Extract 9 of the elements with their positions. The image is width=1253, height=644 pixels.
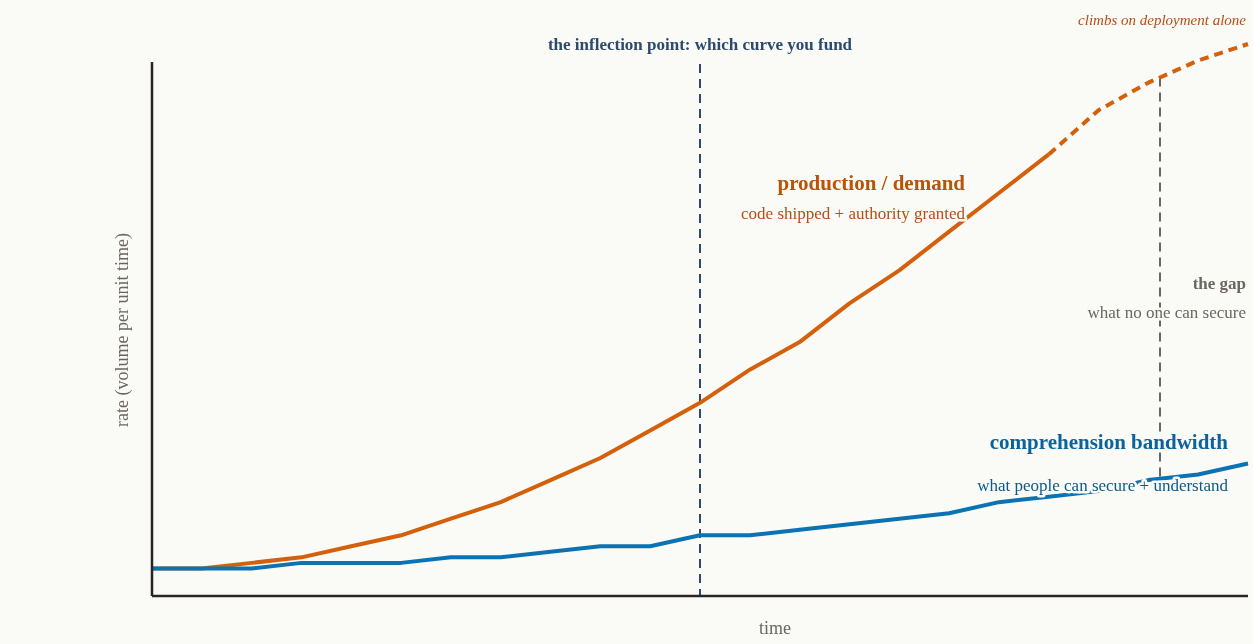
annotation: what no one can secure	[1087, 303, 1246, 322]
annotation: the inflection point: which curve you fund	[547, 35, 853, 54]
series-label: production / demand	[777, 171, 966, 195]
annotation: the gap	[1192, 274, 1246, 293]
series-label: comprehension bandwidth	[989, 430, 1229, 454]
text: climbs on deployment alone	[1078, 12, 1247, 28]
annotation: code shipped + authority granted	[741, 204, 966, 223]
x-axis-title: time	[759, 618, 791, 638]
y-axis-title: rate (volume per unit time)	[112, 233, 133, 427]
